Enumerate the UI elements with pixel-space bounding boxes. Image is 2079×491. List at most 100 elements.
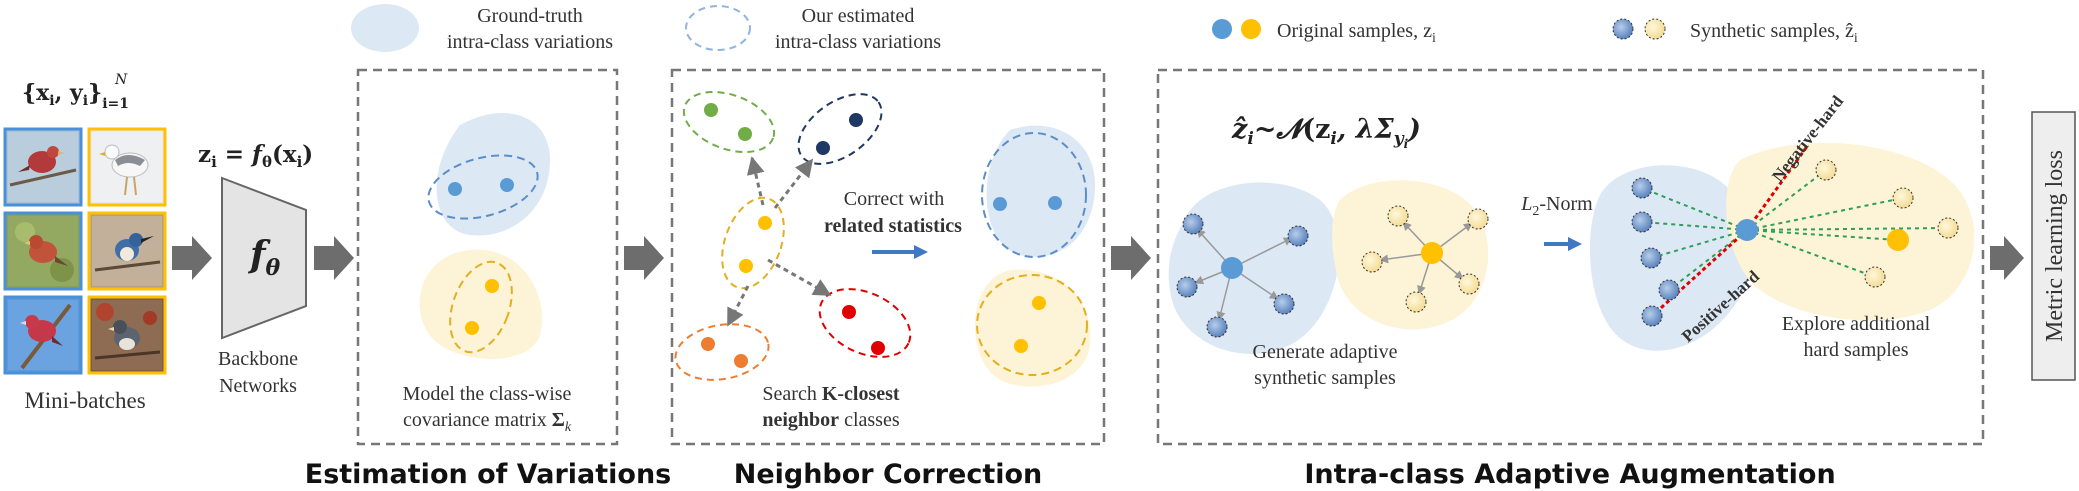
backbone-section: zi = fθ(xi) fθ Backbone Networks (198, 141, 313, 397)
neighbor-red-sample-1 (842, 305, 856, 319)
neighbor-yellow-gt-region (974, 269, 1091, 387)
explore-yellow-synthetic-3 (1937, 217, 1959, 239)
backbone-network-trapezoid (221, 176, 307, 340)
legend-original-blue-dot (1212, 19, 1232, 39)
legend-synthetic-blue-dot (1612, 18, 1634, 40)
augmentation-box (1156, 68, 1985, 446)
dataset-set-notation: {xi, yi}i=1 (22, 80, 129, 112)
estimation-yellow-gt-region (419, 249, 543, 359)
estimation-section: Model the class-wise covariance matrix Σ… (305, 68, 672, 490)
legend-estimated-label-line1: Our estimated (802, 5, 915, 27)
neighbor-correct-line2: related statistics (824, 215, 962, 237)
metric-loss-box (2031, 111, 2076, 381)
explore-blue-synthetic-3 (1640, 247, 1662, 269)
neighbor-correct-line1: Correct with (844, 188, 945, 210)
legend-estimated-label-line2: intra-class variations (775, 31, 941, 53)
neighbor-yellow-corrected-ellipse (976, 274, 1088, 376)
dataset-set-superscript: N (114, 72, 128, 88)
image-tile-red-finch (3, 127, 83, 207)
flow-arrow-1 (172, 236, 212, 280)
neighbor-yellow-sample-2 (1014, 339, 1028, 353)
flow-arrow-4 (1111, 236, 1151, 280)
flow-arrow-3 (624, 236, 664, 280)
explore-blue-synthetic-4 (1658, 279, 1680, 301)
estimation-desc-line1: Model the class-wise (403, 383, 572, 405)
estimation-yellow-sample-1 (485, 279, 499, 293)
augmentation-yellow-synthetic-5 (1405, 291, 1427, 313)
neighbor-blue-sample-2 (1048, 196, 1062, 210)
augmentation-yellow-synthetic-4 (1458, 273, 1480, 295)
image-tile-cardinal (3, 211, 83, 291)
input-section: {xi, yi}i=1 N (3, 72, 167, 413)
backbone-equation: zi = fθ(xi) (198, 141, 313, 171)
output-section: Metric learning loss (2031, 111, 2076, 381)
augmentation-blue-synthetic-2 (1287, 225, 1309, 247)
explore-blue-synthetic-2 (1631, 211, 1653, 233)
augmentation-caption: Intra-class Adaptive Augmentation (1304, 459, 1835, 490)
image-tile-purple-finch (3, 295, 83, 375)
neighbor-navy-ellipse (797, 93, 883, 165)
flow-arrow-5 (1990, 236, 2024, 280)
neighbor-arrow-to-orange (726, 285, 750, 327)
neighbor-search-line1: Search K-closest (762, 383, 900, 405)
augmentation-section: ẑi~𝓝(zi, λΣyi) Ge (1156, 68, 1985, 490)
neighbor-blue-sample-1 (993, 197, 1007, 211)
neighbor-search-line2: neighbor classes (762, 409, 899, 431)
neighbor-yellow-sample-1 (1032, 296, 1046, 310)
estimation-yellow-sample-2 (465, 321, 479, 335)
backbone-label-line1: Backbone (218, 348, 298, 370)
neighbor-yellow-sample-1 (758, 216, 772, 230)
augmentation-blue-synthetic-3 (1176, 276, 1198, 298)
legend-synthetic-yellow-dot (1644, 18, 1666, 40)
neighbor-box (670, 68, 1106, 446)
neighbor-yellow-sample-2 (739, 259, 753, 273)
neighbor-green-ellipse (682, 90, 776, 154)
estimation-blue-gt-region (436, 112, 550, 236)
augmentation-yellow-synthetic-3 (1361, 251, 1383, 273)
explore-yellow-synthetic-1 (1815, 159, 1837, 181)
estimation-caption: Estimation of Variations (305, 459, 672, 490)
explore-yellow-synthetic-2 (1892, 187, 1914, 209)
backbone-label-line2: Networks (219, 375, 297, 397)
legend-ground-truth-label-line1: Ground-truth (477, 5, 583, 27)
neighbor-orange-sample-1 (701, 337, 715, 351)
legend-ground-truth-swatch (351, 4, 419, 52)
neighbor-navy-sample-2 (849, 113, 863, 127)
neighbor-blue-gt-region (986, 125, 1095, 257)
legend-synthetic-label: Synthetic samples, ẑi (1690, 20, 1858, 46)
neighbor-correct-arrowhead (914, 245, 928, 259)
red-finch-bird-icon (28, 151, 56, 173)
neighbor-arrow-to-red (767, 258, 832, 297)
explore-green-links (1641, 169, 1949, 291)
augmentation-yellow-synthetic-2 (1467, 208, 1489, 230)
minibatch-label: Mini-batches (24, 388, 145, 413)
neighbor-red-ellipse (818, 288, 912, 358)
neighbor-section: Correct with related statistics Search K… (670, 68, 1106, 490)
explore-line2: hard samples (1804, 339, 1909, 361)
metric-loss-label: Metric learning loss (2042, 150, 2068, 342)
backbone-symbol: fθ (247, 234, 281, 281)
l2-norm-label: L2-Norm (1520, 193, 1593, 219)
augmentation-generate-line2: synthetic samples (1254, 367, 1396, 389)
augmentation-blue-synthetic-1 (1182, 213, 1204, 235)
legend-estimated-swatch (685, 5, 751, 51)
explore-blue-synthetic-positive-hard (1641, 305, 1663, 327)
positive-hard-line (1650, 228, 1749, 318)
legend: Ground-truth intra-class variations Our … (351, 4, 1858, 53)
neighbor-caption: Neighbor Correction (734, 459, 1043, 490)
explore-blue-region (1589, 165, 1753, 351)
neighbor-red-sample-2 (871, 341, 885, 355)
image-tile-kingfisher (87, 211, 167, 291)
image-tile-junco (87, 295, 167, 375)
explore-line1: Explore additional (1782, 313, 1931, 335)
neighbor-navy-sample-1 (816, 141, 830, 155)
augmentation-blue-synthetic-5 (1206, 316, 1228, 338)
explore-yellow-original (1887, 229, 1909, 251)
explore-yellow-region (1726, 142, 1975, 321)
legend-original-label: Original samples, zi (1277, 20, 1436, 46)
augmentation-blue-region (1168, 182, 1340, 354)
estimation-blue-sample-2 (500, 178, 514, 192)
explore-blue-anchor (1736, 219, 1758, 241)
augmentation-blue-original (1221, 257, 1243, 279)
